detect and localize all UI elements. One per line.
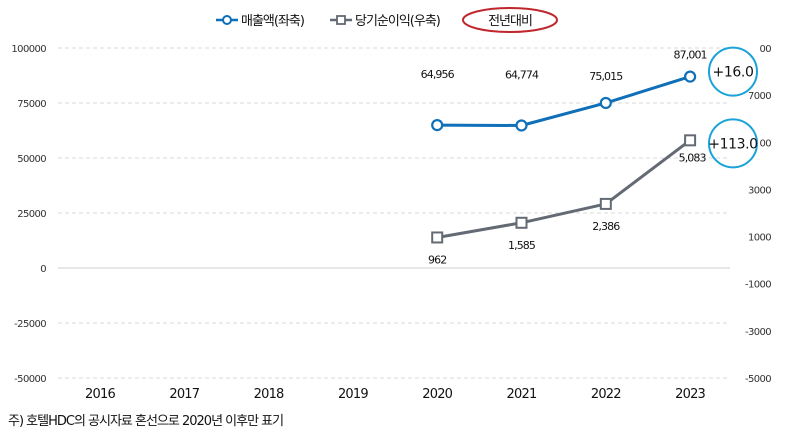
x-tick-label: 2022 (591, 387, 621, 402)
data-label: 87,001 (674, 49, 707, 62)
right-tick-label: 7000 (748, 91, 771, 102)
right-tick-label: 1000 (748, 233, 771, 244)
x-tick-label: 2019 (338, 387, 368, 402)
legend: 매출액(좌축) 당기순이익(우축) 전년대비 (216, 7, 558, 33)
left-tick-label: -25000 (14, 319, 46, 330)
data-point-net-income (431, 231, 444, 244)
right-tick-label: 00 (759, 44, 771, 55)
right-tick-label: -1000 (745, 280, 771, 291)
left-tick-label: 0 (40, 264, 46, 275)
legend-item-revenue: 매출액(좌축) (216, 14, 305, 29)
data-label: 75,015 (589, 70, 623, 83)
data-point-revenue (515, 119, 528, 132)
yoy-annotation-label: +16.0 (713, 65, 754, 81)
x-tick-label: 2020 (422, 387, 452, 402)
left-tick-label: 25000 (17, 209, 46, 220)
x-tick-label: 2021 (507, 387, 537, 402)
data-label: 1,585 (508, 239, 536, 252)
annotations: +16.0 +113.0 (708, 46, 758, 169)
left-tick-label: -50000 (14, 374, 46, 385)
data-point-net-income (599, 197, 612, 210)
right-tick-label: -5000 (745, 374, 771, 385)
legend-square-marker-icon (336, 15, 346, 25)
x-tick-label: 2018 (254, 387, 284, 402)
legend-item-yoy: 전년대비 (462, 7, 558, 33)
legend-label-yoy: 전년대비 (488, 14, 532, 29)
series-line-revenue (437, 75, 691, 127)
x-tick-label: 2017 (169, 387, 199, 402)
data-point-net-income (684, 134, 697, 147)
data-label: 5,083 (679, 151, 707, 164)
data-point-revenue (431, 118, 444, 132)
data-label: 64,956 (421, 68, 455, 81)
left-tick-label: 100000 (11, 44, 46, 55)
data-point-revenue (683, 70, 697, 83)
legend-item-net-income: 당기순이익(우축) (330, 14, 441, 29)
data-label: 64,774 (505, 68, 539, 81)
x-tick-label: 2016 (85, 387, 115, 402)
series-line-net-income (436, 139, 692, 239)
right-axis: 00 7000 00 3000 1000 -1000 -3000 -5000 (745, 44, 772, 385)
yoy-circle-icon (708, 46, 758, 97)
x-axis: 2016 2017 2018 2019 2020 2021 2022 2023 (85, 387, 706, 402)
right-tick-label: 3000 (748, 185, 771, 196)
yoy-annotation-label: +113.0 (708, 136, 757, 152)
left-axis: 100000 75000 50000 25000 0 -25000 -50000 (11, 44, 46, 385)
data-point-net-income (515, 216, 528, 229)
legend-yoy-ellipse-icon (462, 7, 558, 33)
legend-label-revenue: 매출액(좌축) (241, 14, 304, 29)
right-tick-label: -3000 (745, 327, 771, 338)
legend-label-net-income: 당기순이익(우축) (355, 14, 440, 29)
right-tick-label: 00 (759, 138, 771, 149)
data-label: 962 (428, 253, 446, 266)
yoy-circle-icon (708, 118, 758, 169)
footnote: 주) 호텔HDC의 공시자료 혼선으로 2020년 이후만 표기 (8, 414, 284, 429)
legend-circle-marker-icon (222, 15, 232, 25)
grid-lines (58, 47, 730, 379)
left-tick-label: 50000 (17, 154, 46, 165)
series-group: 64,956 64,774 75,015 87,001 962 1,585 2,386 5,0… (421, 49, 708, 267)
x-tick-label: 2023 (675, 387, 705, 402)
left-tick-label: 75000 (17, 99, 46, 110)
data-point-revenue (599, 96, 612, 110)
data-label: 2,386 (592, 220, 620, 233)
